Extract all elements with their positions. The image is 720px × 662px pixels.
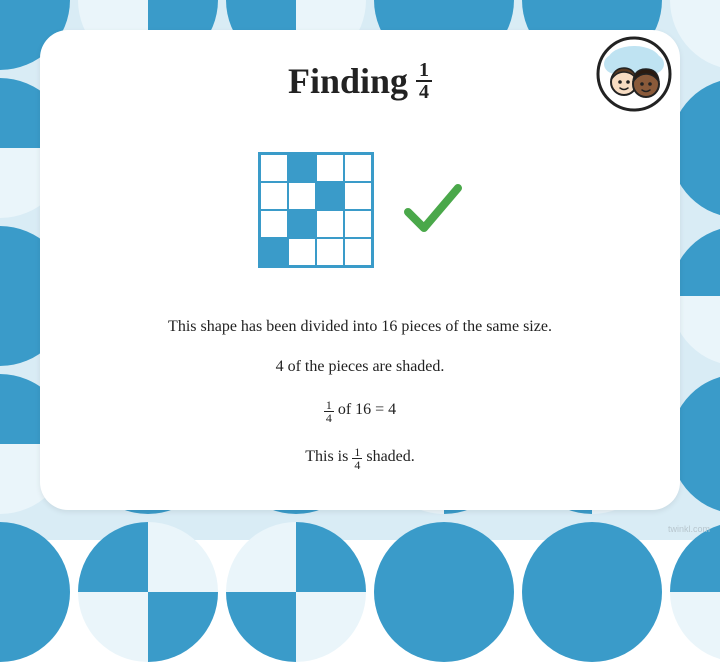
line3-frac-den: 4 (324, 412, 334, 424)
grid-cell (344, 210, 372, 238)
check-icon (402, 180, 462, 240)
title-frac-num: 1 (416, 60, 432, 82)
watermark: twinkl.com (668, 524, 710, 534)
page-title: Finding 1 4 (288, 60, 432, 102)
line4-post: shaded. (362, 448, 414, 465)
grid-cell (288, 182, 316, 210)
title-text: Finding (288, 60, 408, 102)
grid-cell (344, 238, 372, 266)
text-line-2: 4 of the pieces are shaded. (276, 358, 445, 376)
fraction-grid (258, 152, 374, 268)
grid-cell (260, 210, 288, 238)
grid-cell (260, 238, 288, 266)
grid-cell (316, 210, 344, 238)
line4-pre: This is (305, 448, 352, 465)
figure-row (258, 152, 462, 268)
line4-fraction: 1 4 (352, 446, 362, 471)
text-line-4: This is 1 4 shaded. (305, 445, 415, 470)
grid-cell (260, 182, 288, 210)
grid-cell (316, 182, 344, 210)
content-card: Finding 1 4 This shape has been divided … (40, 30, 680, 510)
grid-cell (344, 182, 372, 210)
grid-cell (344, 154, 372, 182)
grid-cell (260, 154, 288, 182)
text-line-1: This shape has been divided into 16 piec… (168, 318, 552, 336)
line4-frac-den: 4 (352, 459, 362, 471)
grid-cell (316, 154, 344, 182)
line3-fraction: 1 4 (324, 399, 334, 424)
title-frac-den: 4 (416, 82, 432, 102)
grid-cell (288, 154, 316, 182)
line3-text: of 16 = 4 (334, 401, 396, 418)
text-line-3: 1 4 of 16 = 4 (324, 398, 396, 423)
grid-cell (288, 238, 316, 266)
avatar-badge (596, 36, 672, 112)
title-fraction: 1 4 (416, 60, 432, 102)
grid-cell (288, 210, 316, 238)
grid-cell (316, 238, 344, 266)
